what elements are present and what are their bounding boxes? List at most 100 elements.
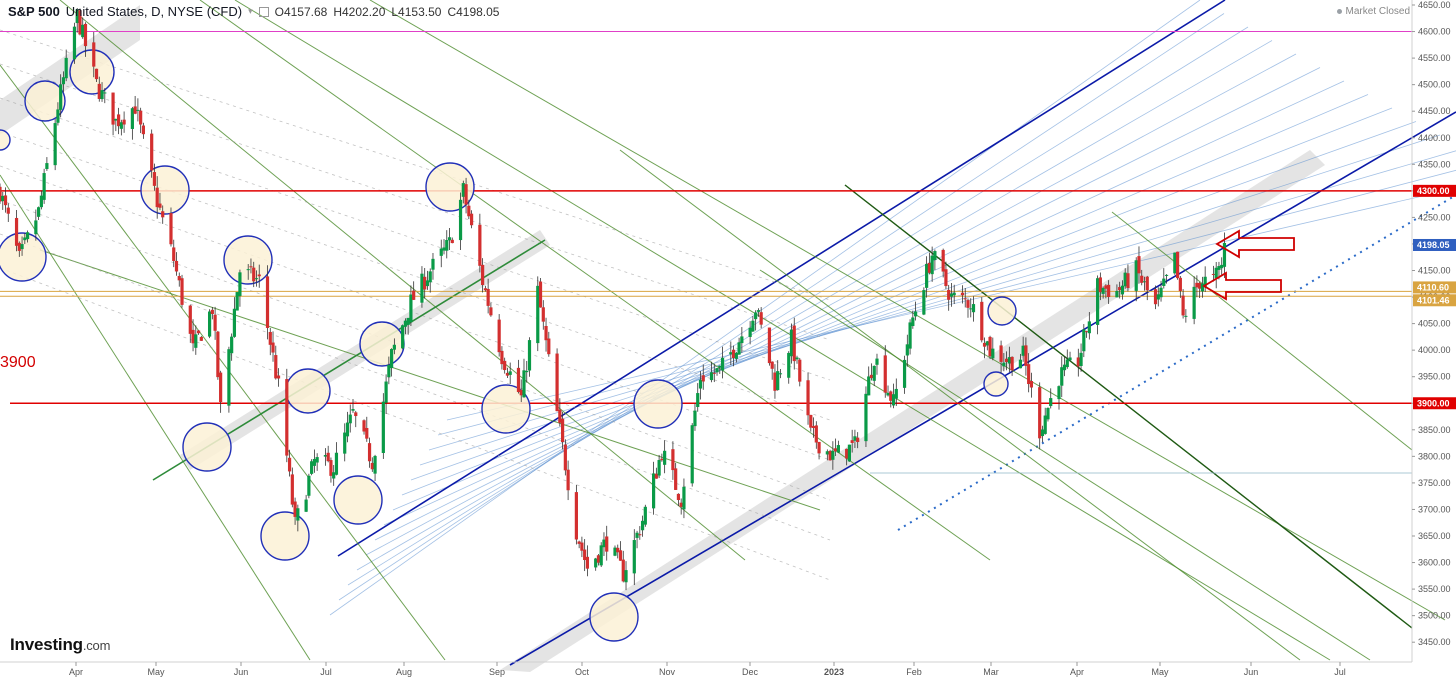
candle-body[interactable] bbox=[850, 440, 854, 443]
candle-body[interactable] bbox=[1076, 357, 1080, 367]
candle-body[interactable] bbox=[367, 443, 372, 462]
candle-body[interactable] bbox=[381, 401, 385, 453]
candle-body[interactable] bbox=[188, 305, 192, 334]
candle-body[interactable] bbox=[1098, 277, 1102, 293]
candle-body[interactable] bbox=[334, 452, 339, 475]
candle-body[interactable] bbox=[599, 545, 603, 566]
candle-body[interactable] bbox=[329, 460, 333, 476]
candle-body[interactable] bbox=[847, 444, 852, 462]
candle-body[interactable] bbox=[831, 450, 835, 460]
candle-body[interactable] bbox=[401, 325, 405, 349]
candle-body[interactable] bbox=[216, 331, 220, 378]
candle-body[interactable] bbox=[754, 312, 758, 320]
candle-body[interactable] bbox=[1021, 345, 1025, 356]
candle-body[interactable] bbox=[1162, 278, 1166, 286]
candle-body[interactable] bbox=[969, 308, 973, 310]
candle-body[interactable] bbox=[519, 389, 523, 396]
candle-body[interactable] bbox=[1046, 407, 1050, 420]
candle-body[interactable] bbox=[1153, 289, 1158, 305]
candle-body[interactable] bbox=[213, 314, 217, 331]
candle-body[interactable] bbox=[92, 42, 96, 67]
candle-body[interactable] bbox=[403, 320, 407, 327]
candle-body[interactable] bbox=[254, 278, 259, 280]
candle-body[interactable] bbox=[654, 473, 658, 479]
candle-body[interactable] bbox=[679, 502, 683, 507]
candle-body[interactable] bbox=[1192, 286, 1196, 319]
candle-body[interactable] bbox=[458, 199, 463, 241]
candle-body[interactable] bbox=[883, 355, 887, 393]
candle-body[interactable] bbox=[362, 420, 366, 432]
candle-body[interactable] bbox=[180, 278, 184, 305]
candle-body[interactable] bbox=[249, 266, 253, 268]
candle-body[interactable] bbox=[177, 275, 181, 281]
candle-body[interactable] bbox=[947, 289, 951, 300]
candle-body[interactable] bbox=[469, 213, 474, 226]
candle-body[interactable] bbox=[1159, 287, 1163, 298]
candle-body[interactable] bbox=[53, 123, 57, 166]
candle-body[interactable] bbox=[908, 322, 912, 349]
candle-body[interactable] bbox=[1007, 357, 1011, 364]
candle-body[interactable] bbox=[1060, 367, 1064, 386]
candle-body[interactable] bbox=[1002, 362, 1006, 367]
candle-body[interactable] bbox=[161, 211, 165, 218]
candle-body[interactable] bbox=[674, 468, 678, 490]
candle-body[interactable] bbox=[734, 352, 738, 359]
candle-body[interactable] bbox=[701, 375, 705, 382]
candle-body[interactable] bbox=[139, 110, 143, 125]
candle-body[interactable] bbox=[464, 184, 468, 205]
candle-body[interactable] bbox=[1140, 275, 1144, 283]
candle-body[interactable] bbox=[83, 23, 88, 47]
candle-body[interactable] bbox=[913, 311, 918, 317]
candle-body[interactable] bbox=[715, 368, 719, 373]
candle-body[interactable] bbox=[1181, 295, 1185, 316]
candle-body[interactable] bbox=[45, 163, 49, 170]
candle-body[interactable] bbox=[729, 352, 733, 355]
candle-body[interactable] bbox=[94, 68, 99, 80]
candle-body[interactable] bbox=[778, 373, 783, 375]
candle-body[interactable] bbox=[1175, 251, 1180, 279]
candle-body[interactable] bbox=[1104, 285, 1108, 289]
candle-body[interactable] bbox=[207, 311, 212, 337]
candle-body[interactable] bbox=[172, 247, 176, 262]
candle-body[interactable] bbox=[748, 327, 752, 337]
candle-body[interactable] bbox=[34, 220, 38, 235]
candle-body[interactable] bbox=[196, 330, 201, 334]
candle-body[interactable] bbox=[795, 357, 799, 360]
candle-body[interactable] bbox=[271, 342, 275, 353]
candle-body[interactable] bbox=[982, 342, 987, 347]
candle-body[interactable] bbox=[467, 205, 471, 217]
candle-body[interactable] bbox=[731, 349, 736, 359]
candle-body[interactable] bbox=[1211, 273, 1216, 275]
candle-body[interactable] bbox=[941, 249, 945, 272]
candle-body[interactable] bbox=[867, 376, 871, 396]
candle-body[interactable] bbox=[1049, 398, 1053, 407]
candle-body[interactable] bbox=[671, 449, 675, 471]
candle-body[interactable] bbox=[709, 372, 714, 381]
candle-body[interactable] bbox=[489, 307, 493, 316]
candle-body[interactable] bbox=[616, 547, 620, 553]
candle-body[interactable] bbox=[276, 375, 281, 379]
candle-body[interactable] bbox=[56, 109, 60, 123]
candle-body[interactable] bbox=[751, 320, 755, 332]
candle-body[interactable] bbox=[933, 251, 937, 261]
candle-body[interactable] bbox=[100, 90, 104, 100]
candle-body[interactable] bbox=[971, 304, 976, 313]
candle-body[interactable] bbox=[1018, 359, 1022, 369]
candle-body[interactable] bbox=[14, 217, 19, 246]
candle-body[interactable] bbox=[310, 461, 314, 474]
candle-body[interactable] bbox=[853, 436, 857, 441]
candle-body[interactable] bbox=[698, 379, 703, 389]
candle-body[interactable] bbox=[39, 195, 43, 208]
candle-body[interactable] bbox=[1107, 284, 1111, 298]
candle-body[interactable] bbox=[894, 388, 898, 399]
candle-body[interactable] bbox=[814, 425, 818, 443]
candle-body[interactable] bbox=[1120, 285, 1125, 295]
candle-body[interactable] bbox=[235, 292, 239, 311]
candle-body[interactable] bbox=[596, 555, 601, 563]
candle-body[interactable] bbox=[1118, 287, 1122, 291]
candle-body[interactable] bbox=[1043, 415, 1047, 434]
candle-body[interactable] bbox=[354, 412, 358, 417]
symbol-title[interactable]: S&P 500 bbox=[8, 4, 60, 19]
candle-body[interactable] bbox=[81, 24, 85, 38]
candle-body[interactable] bbox=[296, 508, 300, 521]
